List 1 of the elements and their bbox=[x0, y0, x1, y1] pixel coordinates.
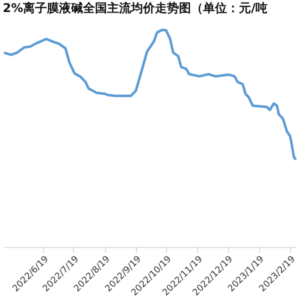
chart-title: 2%离子膜液碱全国主流均价走势图（单位：元/吨 bbox=[2, 1, 268, 15]
